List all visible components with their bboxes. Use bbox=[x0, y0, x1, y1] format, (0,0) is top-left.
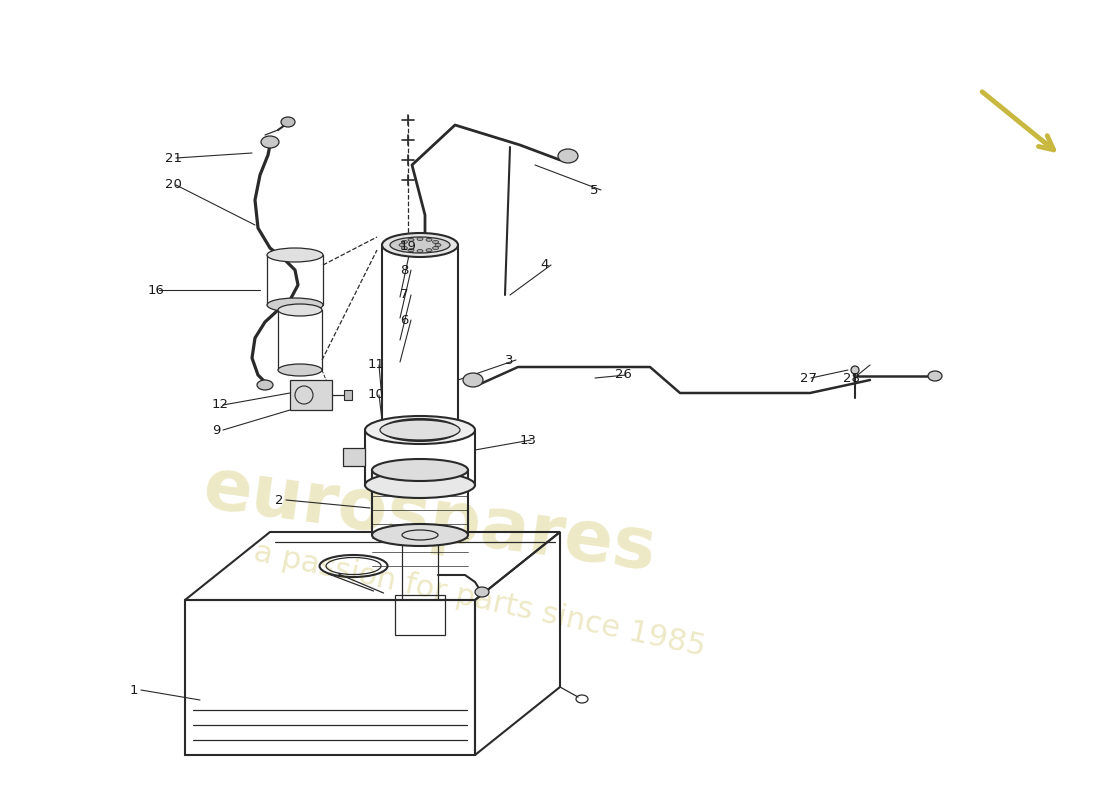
Text: 2: 2 bbox=[275, 494, 284, 506]
Ellipse shape bbox=[408, 238, 414, 242]
Ellipse shape bbox=[426, 238, 432, 242]
Ellipse shape bbox=[278, 304, 322, 316]
Ellipse shape bbox=[382, 419, 458, 441]
Ellipse shape bbox=[382, 233, 458, 257]
Ellipse shape bbox=[365, 472, 475, 498]
Text: 21: 21 bbox=[165, 151, 182, 165]
Ellipse shape bbox=[851, 366, 859, 374]
Text: 8: 8 bbox=[400, 263, 408, 277]
Text: 4: 4 bbox=[540, 258, 549, 271]
Ellipse shape bbox=[379, 420, 460, 440]
Text: 10: 10 bbox=[368, 389, 385, 402]
Ellipse shape bbox=[558, 149, 578, 163]
Ellipse shape bbox=[267, 298, 323, 312]
Text: 5: 5 bbox=[590, 183, 598, 197]
Ellipse shape bbox=[372, 459, 468, 481]
Ellipse shape bbox=[390, 237, 450, 253]
Ellipse shape bbox=[257, 380, 273, 390]
Ellipse shape bbox=[417, 238, 424, 241]
Text: 28: 28 bbox=[843, 371, 860, 385]
FancyBboxPatch shape bbox=[290, 380, 332, 410]
Ellipse shape bbox=[417, 250, 424, 253]
Text: 3: 3 bbox=[505, 354, 514, 366]
Ellipse shape bbox=[432, 241, 439, 243]
Text: 27: 27 bbox=[800, 371, 817, 385]
Ellipse shape bbox=[402, 530, 438, 540]
Text: 9: 9 bbox=[212, 423, 220, 437]
Text: 16: 16 bbox=[148, 283, 165, 297]
Text: 12: 12 bbox=[212, 398, 229, 411]
Text: 11: 11 bbox=[368, 358, 385, 371]
FancyBboxPatch shape bbox=[344, 390, 352, 400]
Ellipse shape bbox=[280, 117, 295, 127]
Ellipse shape bbox=[426, 249, 432, 252]
Text: 7: 7 bbox=[400, 289, 408, 302]
Text: 26: 26 bbox=[615, 369, 631, 382]
Text: a passion for parts since 1985: a passion for parts since 1985 bbox=[252, 538, 708, 662]
Ellipse shape bbox=[372, 524, 468, 546]
Ellipse shape bbox=[261, 136, 279, 148]
Ellipse shape bbox=[399, 243, 405, 246]
Text: 20: 20 bbox=[165, 178, 182, 191]
Ellipse shape bbox=[434, 243, 441, 246]
Ellipse shape bbox=[463, 373, 483, 387]
Ellipse shape bbox=[475, 587, 490, 597]
Ellipse shape bbox=[408, 249, 414, 252]
Text: 13: 13 bbox=[520, 434, 537, 446]
Text: 6: 6 bbox=[400, 314, 408, 326]
Ellipse shape bbox=[365, 416, 475, 444]
Text: 1: 1 bbox=[130, 683, 139, 697]
Ellipse shape bbox=[278, 364, 322, 376]
Ellipse shape bbox=[402, 241, 407, 243]
FancyBboxPatch shape bbox=[343, 448, 365, 466]
Ellipse shape bbox=[432, 246, 439, 250]
Ellipse shape bbox=[928, 371, 942, 381]
Text: eurospares: eurospares bbox=[199, 454, 661, 586]
Ellipse shape bbox=[267, 248, 323, 262]
Text: 19: 19 bbox=[400, 239, 417, 253]
Ellipse shape bbox=[402, 246, 407, 250]
